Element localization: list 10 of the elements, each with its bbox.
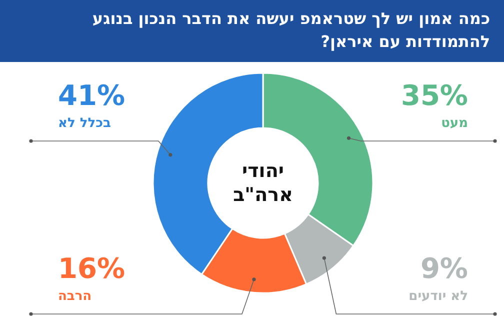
slice-label: הרבה [58, 289, 92, 304]
data-label: 41% [58, 79, 126, 112]
slice-label: מעט [441, 116, 468, 131]
data-label: 35% [400, 79, 468, 112]
slice-label: לא יודעים [408, 289, 468, 304]
data-label: 9% [420, 252, 468, 285]
chart-title: כמה אמון יש לך שטראמפ יעשה את הדבר הנכון בנוגע להתמודדות עם איראן? [91, 8, 490, 53]
text: יהודי ארה"ב [232, 159, 294, 207]
data-label: 16% [58, 252, 126, 285]
slice-label: בכלל לא [58, 116, 111, 131]
